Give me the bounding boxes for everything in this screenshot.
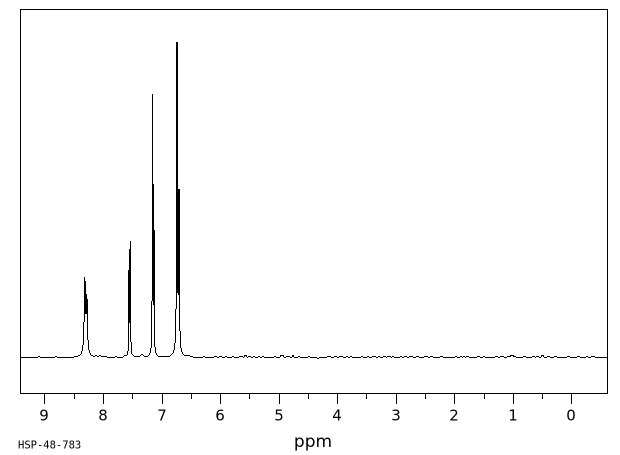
tick-label-7: 7 (157, 407, 167, 425)
minor-tick (308, 394, 309, 399)
minor-tick (484, 394, 485, 399)
frame-left (20, 9, 21, 394)
minor-tick (366, 394, 367, 399)
minor-tick (249, 394, 250, 399)
major-tick (513, 394, 514, 404)
minor-tick (132, 394, 133, 399)
x-axis-tick-labels: 9 8 7 6 5 4 3 2 1 0 (39, 407, 576, 425)
tick-label-5: 5 (274, 407, 284, 425)
major-tick (162, 394, 163, 404)
x-axis-title: ppm (294, 432, 332, 452)
tick-label-4: 4 (332, 407, 342, 425)
major-tick (44, 394, 45, 404)
minor-tick (425, 394, 426, 399)
tick-label-0: 0 (566, 407, 576, 425)
frame-bottom (20, 393, 608, 394)
frame-top (20, 9, 608, 10)
major-tick (396, 394, 397, 404)
tick-label-9: 9 (39, 407, 49, 425)
minor-tick (542, 394, 543, 399)
tick-label-3: 3 (391, 407, 401, 425)
tick-label-6: 6 (215, 407, 225, 425)
x-axis (44, 394, 572, 404)
major-tick (337, 394, 338, 404)
spectrum-trace (20, 42, 608, 359)
spectrum-id-label: HSP-48-783 (18, 440, 81, 452)
minor-tick (74, 394, 75, 399)
major-tick (454, 394, 455, 404)
major-tick (571, 394, 572, 404)
tick-label-8: 8 (98, 407, 108, 425)
major-tick (279, 394, 280, 404)
major-tick (103, 394, 104, 404)
frame-right (607, 9, 608, 394)
tick-label-2: 2 (449, 407, 459, 425)
minor-tick (191, 394, 192, 399)
plot-frame (20, 9, 608, 394)
major-tick (220, 394, 221, 404)
tick-label-1: 1 (508, 407, 518, 425)
